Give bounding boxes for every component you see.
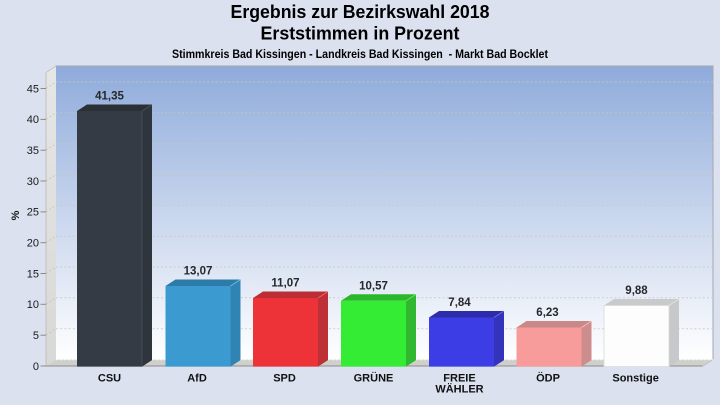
svg-text:ÖDP: ÖDP (536, 372, 560, 385)
svg-text:20: 20 (27, 238, 39, 250)
svg-text:%: % (10, 210, 22, 220)
svg-text:35: 35 (27, 145, 39, 157)
svg-text:30: 30 (27, 176, 39, 188)
svg-text:10: 10 (27, 299, 39, 311)
svg-text:WÄHLER: WÄHLER (435, 383, 483, 396)
svg-text:Erststimmen in Prozent: Erststimmen in Prozent (261, 23, 460, 44)
svg-text:9,88: 9,88 (625, 285, 648, 297)
svg-text:AfD: AfD (187, 373, 207, 385)
svg-text:10,57: 10,57 (359, 280, 388, 292)
svg-text:41,35: 41,35 (95, 91, 124, 103)
svg-text:15: 15 (27, 268, 39, 280)
svg-text:GRÜNE: GRÜNE (354, 372, 394, 385)
svg-text:25: 25 (27, 207, 39, 219)
svg-text:11,07: 11,07 (271, 278, 299, 290)
svg-text:45: 45 (27, 83, 39, 95)
svg-text:7,84: 7,84 (448, 297, 471, 309)
svg-text:SPD: SPD (273, 373, 296, 385)
svg-text:0: 0 (33, 361, 39, 373)
svg-text:Stimmkreis Bad Kissingen - Lan: Stimmkreis Bad Kissingen - Landkreis Bad… (172, 47, 548, 61)
svg-text:Sonstige: Sonstige (612, 373, 658, 385)
svg-text:40: 40 (27, 114, 39, 126)
svg-text:CSU: CSU (98, 373, 121, 385)
svg-text:Ergebnis zur Bezirkswahl 2018: Ergebnis zur Bezirkswahl 2018 (231, 1, 490, 22)
svg-text:5: 5 (33, 330, 39, 342)
svg-text:FREIE: FREIE (443, 373, 475, 385)
svg-text:6,23: 6,23 (536, 307, 558, 319)
svg-text:13,07: 13,07 (184, 266, 213, 278)
